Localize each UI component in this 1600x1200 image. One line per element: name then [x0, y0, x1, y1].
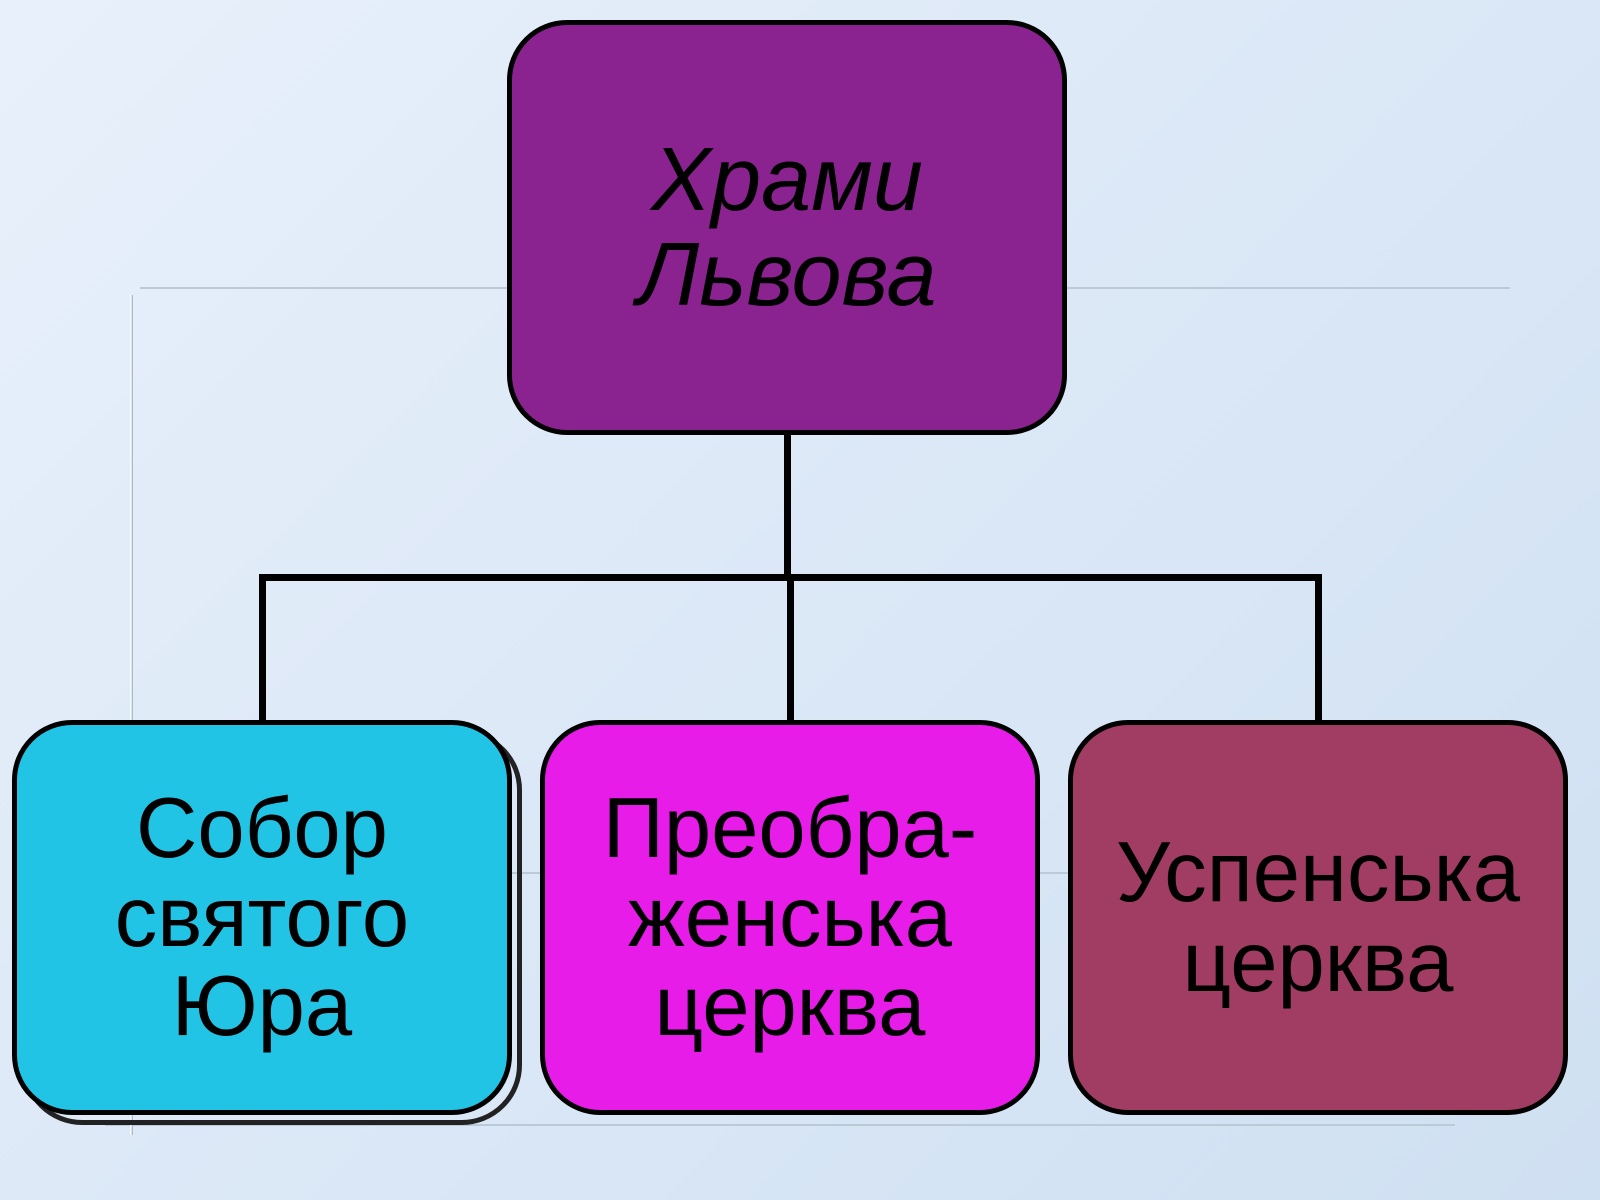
connector-child-1: [259, 574, 266, 720]
child-node-2: Преобра- женська церква: [540, 720, 1040, 1115]
child-3-label: Успенська церква: [1116, 828, 1520, 1007]
root-node: Храми Львова: [507, 20, 1067, 435]
child-node-3: Успенська церква: [1068, 720, 1568, 1115]
root-label: Храми Львова: [637, 133, 936, 322]
connector-root-stem: [784, 435, 791, 581]
child-node-1: Собор святого Юра: [12, 720, 512, 1115]
child-2-label: Преобра- женська церква: [603, 784, 977, 1052]
child-1-label: Собор святого Юра: [115, 784, 409, 1052]
org-chart: Храми Львова Собор святого Юра Преобра- …: [0, 0, 1600, 1200]
connector-child-3: [1315, 574, 1322, 720]
connector-child-2: [787, 574, 794, 720]
